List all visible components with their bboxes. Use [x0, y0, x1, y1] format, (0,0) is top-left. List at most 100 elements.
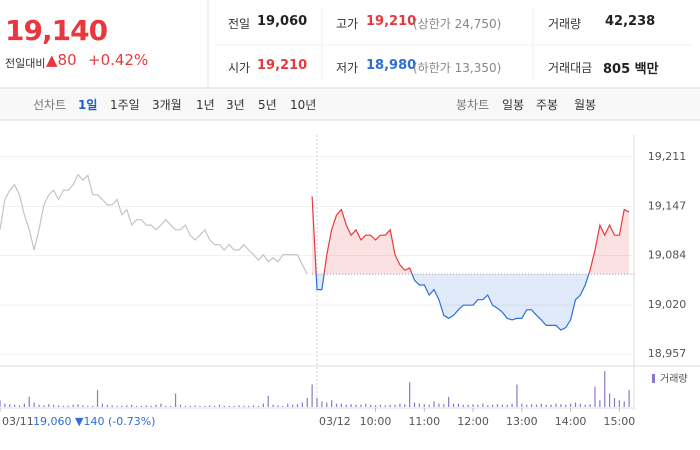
- summary-limit: (하한가 13,350): [413, 61, 502, 75]
- summary-value: 42,238: [605, 14, 656, 29]
- period-tab[interactable]: 5년: [258, 98, 277, 112]
- volume-bar: [72, 404, 74, 407]
- volume-bar: [189, 405, 191, 407]
- y-tick-label: 19,084: [648, 248, 687, 261]
- volume-bar: [87, 405, 89, 407]
- y-tick-label: 18,957: [648, 347, 687, 360]
- y-tick-label: 19,211: [648, 150, 687, 163]
- volume-bar: [409, 382, 411, 407]
- volume-bar: [423, 404, 425, 407]
- volume-bar: [335, 403, 338, 407]
- volume-bar: [526, 404, 528, 407]
- summary-label: 고가: [336, 17, 359, 31]
- volume-bar: [111, 405, 113, 407]
- period-tab[interactable]: 1일: [78, 98, 98, 112]
- change-rate: +0.42%: [88, 51, 149, 69]
- volume-bar: [223, 405, 225, 407]
- volume-bar: [443, 404, 445, 407]
- volume-bar: [428, 404, 430, 407]
- volume-bar: [628, 390, 630, 407]
- volume-bar: [618, 400, 620, 407]
- price: 19,140: [5, 14, 108, 47]
- volume-bar: [174, 393, 177, 407]
- volume-bar: [404, 404, 406, 407]
- volume-bar: [350, 404, 352, 407]
- volume-bar: [472, 404, 474, 407]
- volume-bar: [501, 404, 503, 407]
- volume-bar: [540, 403, 542, 407]
- volume-bar: [487, 405, 489, 407]
- period-tab[interactable]: 1주일: [110, 98, 140, 112]
- volume-bar: [53, 404, 55, 407]
- volume-bar: [555, 403, 557, 407]
- volume-bar: [623, 401, 625, 407]
- area: [312, 196, 630, 330]
- volume-bar: [48, 404, 50, 407]
- volume-bar: [570, 403, 572, 407]
- volume-bar: [67, 405, 69, 407]
- period-tab[interactable]: 월봉: [574, 98, 597, 112]
- y-tick-label: 19,147: [648, 199, 687, 212]
- period-tab[interactable]: 1년: [196, 98, 215, 112]
- volume-bar: [33, 402, 35, 407]
- legend-swatch: [652, 374, 655, 383]
- volume-bar: [257, 405, 260, 407]
- volume-bar: [613, 398, 616, 407]
- volume-bar: [140, 405, 143, 407]
- volume-bar: [448, 396, 450, 407]
- volume-bar: [394, 404, 396, 407]
- volume-bar: [0, 400, 1, 407]
- volume-bar: [609, 393, 611, 407]
- volume-bar: [179, 404, 182, 407]
- volume-bar: [301, 402, 303, 407]
- volume-bar: [267, 395, 269, 407]
- volume-bar: [287, 403, 289, 407]
- volume-bar: [106, 404, 108, 407]
- volume-bar: [28, 396, 30, 407]
- volume-bar: [438, 403, 440, 407]
- volume-bar: [370, 404, 372, 407]
- summary-limit: (상한가 24,750): [413, 17, 502, 31]
- volume-bar: [194, 405, 196, 407]
- volume-bar: [62, 405, 64, 407]
- volume-bar: [316, 398, 318, 407]
- volume-bar: [521, 403, 523, 407]
- volume-bar: [452, 403, 455, 407]
- summary-value: 805 백만: [603, 62, 659, 77]
- x-tick-label: 10:00: [360, 415, 392, 428]
- volume-bar: [399, 403, 401, 407]
- volume-bar: [243, 405, 245, 407]
- x-tick-label: 15:00: [604, 415, 636, 428]
- volume-bar: [418, 403, 421, 407]
- volume-bar: [92, 405, 94, 407]
- volume-bar: [96, 390, 99, 407]
- volume-bar: [550, 404, 552, 407]
- period-tab[interactable]: 3년: [226, 98, 245, 112]
- volume-bar: [145, 405, 147, 407]
- period-tab[interactable]: 주봉: [536, 98, 559, 112]
- volume-bar: [457, 403, 460, 407]
- summary-value: 19,210: [366, 14, 417, 29]
- volume-bar: [477, 404, 479, 407]
- volume-bar: [331, 400, 333, 407]
- volume-bar: [233, 405, 235, 407]
- volume-bar: [374, 405, 377, 407]
- y-tick-label: 19,020: [648, 298, 687, 311]
- volume-bar: [150, 405, 152, 407]
- annotation: 19,060 ▼140 (-0.73%): [33, 415, 155, 428]
- volume-bar: [560, 404, 562, 407]
- volume-bar: [165, 405, 167, 407]
- volume-bar: [43, 405, 45, 407]
- period-tab[interactable]: 일봉: [502, 98, 525, 112]
- volume-bar: [248, 405, 250, 407]
- volume-bar: [379, 404, 381, 407]
- volume-bar: [462, 404, 464, 407]
- volume-bar: [213, 405, 216, 407]
- volume-bar: [340, 403, 342, 407]
- volume-bar: [355, 404, 357, 407]
- period-tab[interactable]: 3개월: [152, 98, 182, 112]
- price-line: [0, 173, 308, 275]
- period-tab[interactable]: 10년: [290, 98, 317, 112]
- volume-bar: [496, 404, 499, 407]
